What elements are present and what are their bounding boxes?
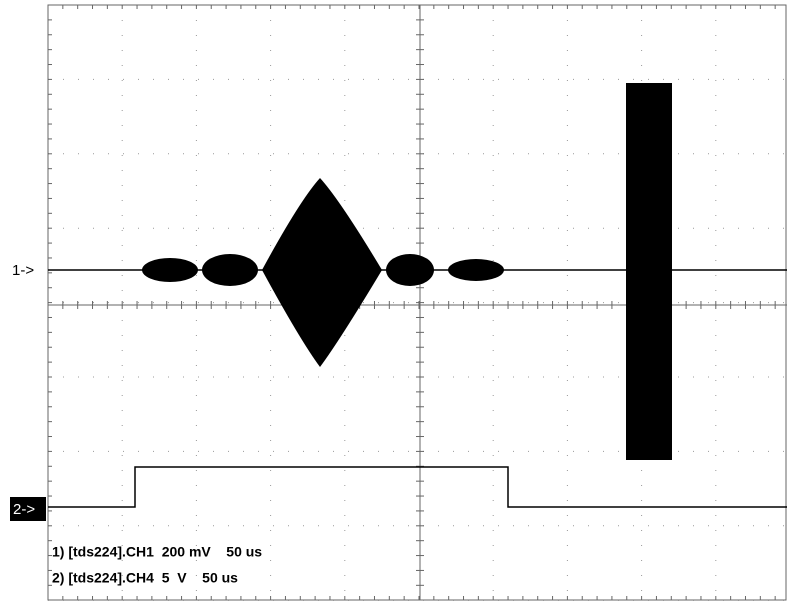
burst <box>386 254 434 286</box>
info-line: 1) [tds224].CH1 200 mV 50 us <box>52 544 262 560</box>
burst <box>142 258 198 282</box>
ch2-marker: 2-> <box>13 501 35 518</box>
burst <box>202 254 258 286</box>
burst-block <box>626 83 672 460</box>
burst <box>448 259 504 281</box>
ch1-marker: 1-> <box>12 262 34 279</box>
graticule <box>47 4 787 601</box>
ch1-trace <box>48 83 787 460</box>
ch2-trace <box>48 466 787 508</box>
info-line: 2) [tds224].CH4 5 V 50 us <box>52 570 238 586</box>
burst <box>262 178 382 367</box>
ch2-marker-box <box>10 497 46 521</box>
